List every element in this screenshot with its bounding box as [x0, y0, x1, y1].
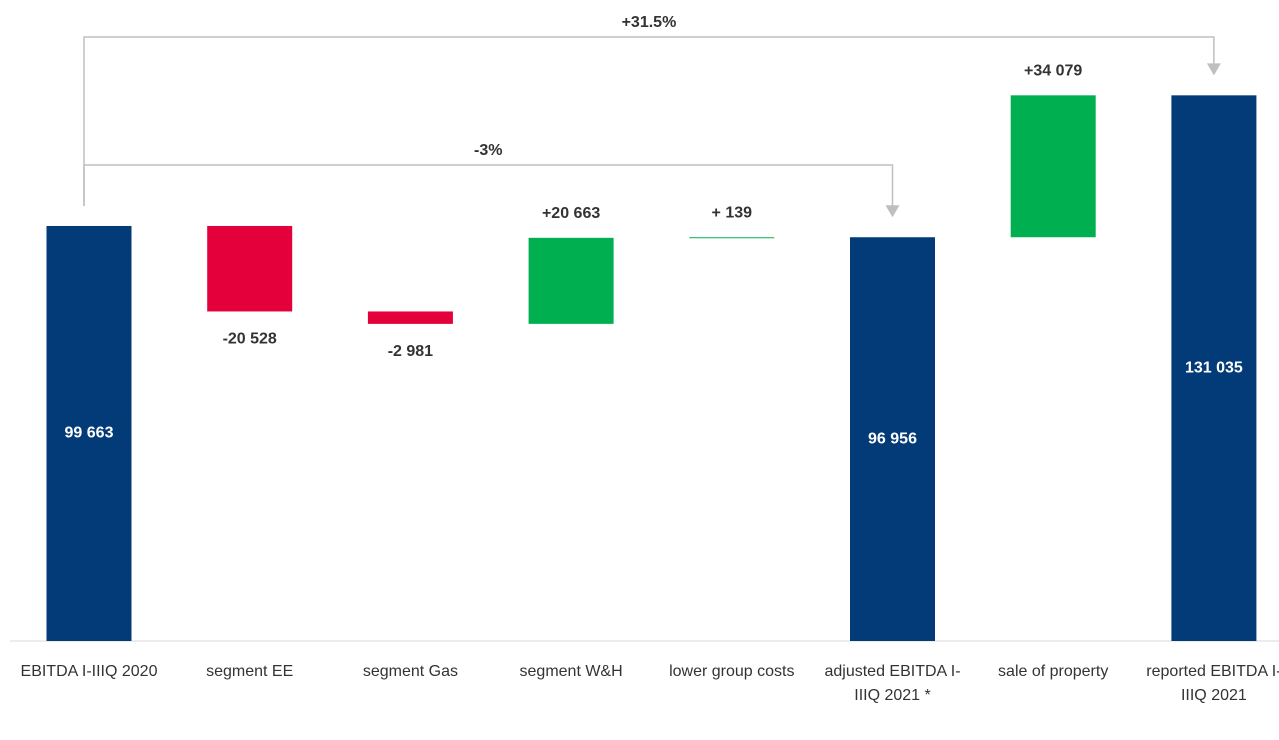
x-tick-label: segment W&H [519, 663, 623, 680]
value-label: +20 663 [542, 205, 600, 222]
x-tick-label: reported EBITDA I-IIIQ 2021 [1146, 663, 1279, 704]
value-label: +34 079 [1024, 63, 1082, 80]
bar [528, 237, 614, 324]
x-tick-label: adjusted EBITDA I-IIIQ 2021 * [824, 663, 961, 704]
bar [1171, 95, 1257, 641]
value-label: 99 663 [65, 425, 114, 442]
x-tick-label: EBITDA I-IIIQ 2020 [20, 663, 158, 680]
annotation: +31.5% [622, 14, 677, 31]
x-tick-label: segment Gas [362, 663, 458, 680]
annotation: -3% [474, 142, 502, 159]
value-label: -2 981 [388, 343, 433, 360]
x-tick-label: sale of property [998, 663, 1109, 680]
bar [1010, 95, 1096, 238]
bar [46, 225, 132, 641]
arrowhead [1206, 63, 1221, 76]
value-label: 131 035 [1185, 359, 1243, 376]
value-label: 96 956 [868, 430, 917, 447]
bracket [83, 36, 1215, 206]
bar [207, 225, 293, 312]
bar [689, 237, 775, 239]
value-label: -20 528 [223, 331, 277, 348]
value-label: + 139 [712, 204, 753, 221]
arrowhead [885, 205, 900, 218]
x-tick-label: lower group costs [669, 663, 795, 680]
bar [367, 311, 453, 324]
bar [850, 237, 935, 642]
x-tick-label: segment EE [206, 663, 294, 680]
bracket [83, 164, 894, 208]
